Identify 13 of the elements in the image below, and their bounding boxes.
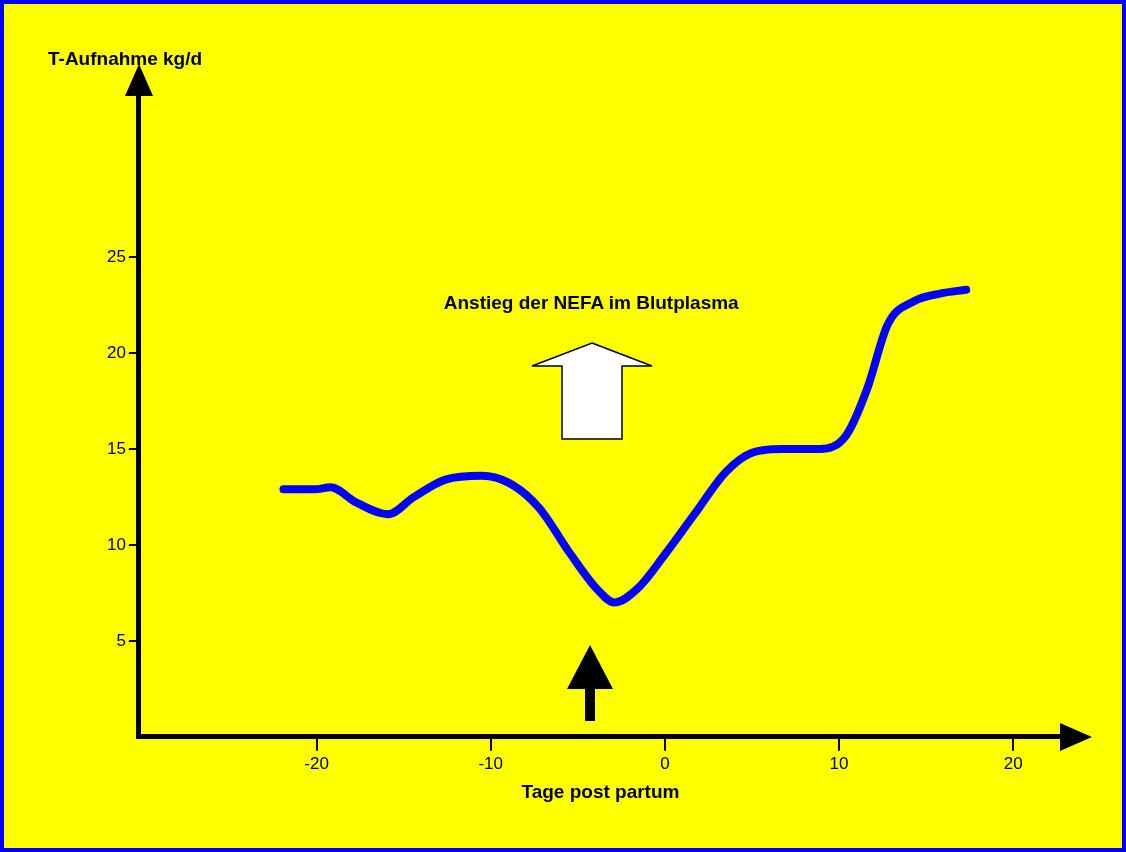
x-tick-label: 0 (660, 753, 670, 773)
y-tick-label: 5 (116, 630, 126, 650)
x-tick-label: 10 (829, 753, 849, 773)
y-tick-label: 20 (106, 342, 126, 362)
y-axis-title: T-Aufnahme kg/d (48, 48, 203, 70)
x-axis-title: Tage post partum (521, 780, 680, 802)
x-tick-label: 20 (1003, 753, 1023, 773)
y-tick-label: 15 (106, 438, 126, 458)
annotation: Anstieg der NEFA im Blutplasma (443, 292, 740, 314)
y-tick-label: 25 (106, 246, 126, 266)
y-tick-label: 10 (106, 534, 126, 554)
x-tick-label: -10 (478, 753, 504, 773)
x-tick-label: -20 (304, 753, 329, 773)
